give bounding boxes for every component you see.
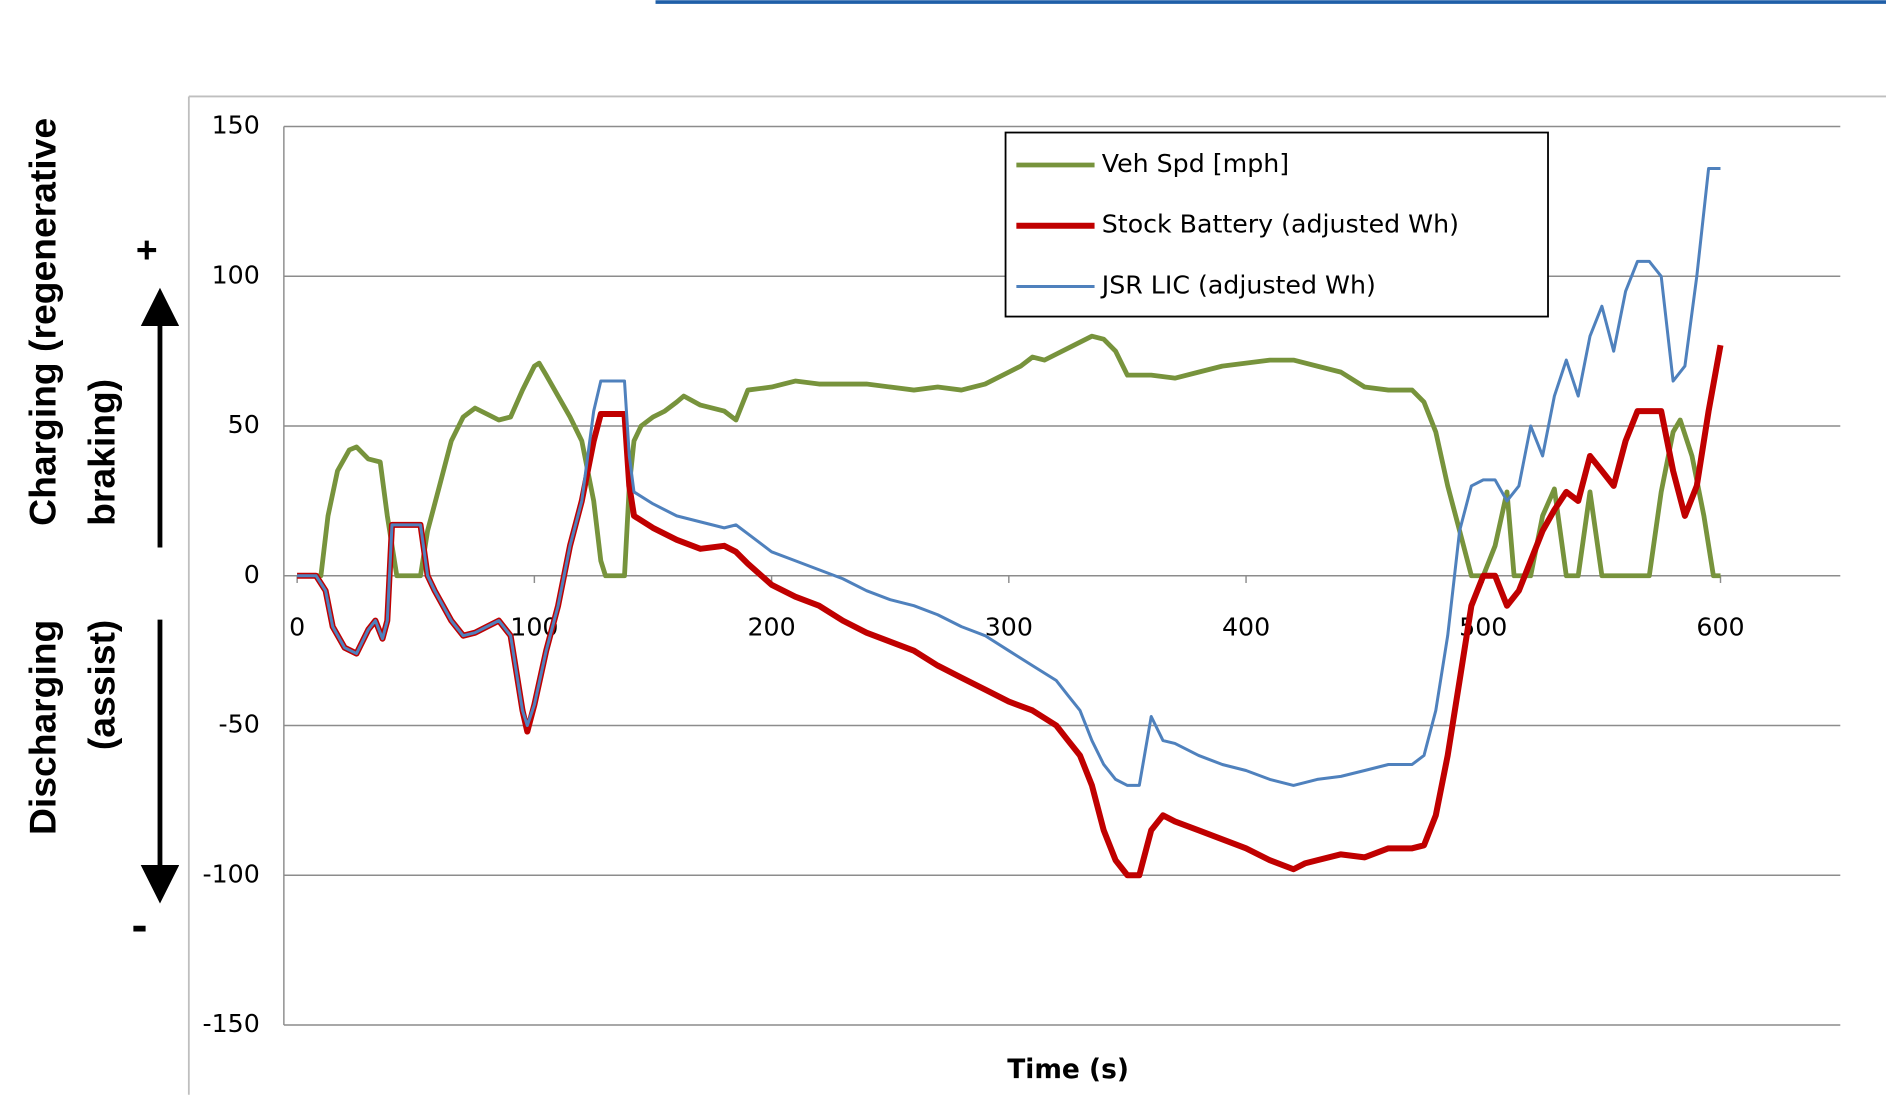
x-tick-label: 400 bbox=[1222, 613, 1270, 642]
y-tick-label: -150 bbox=[202, 1009, 259, 1038]
x-tick-label: 0 bbox=[289, 613, 305, 642]
y-tick-label: 100 bbox=[212, 260, 260, 289]
annotation: Discharging bbox=[21, 620, 63, 835]
legend-label: JSR LIC (adjusted Wh) bbox=[1100, 270, 1376, 299]
series-line bbox=[297, 166, 1721, 787]
legend-box bbox=[1004, 131, 1549, 318]
legend-label: Stock Battery (adjusted Wh) bbox=[1102, 210, 1459, 239]
annotation: Charging (regenerative bbox=[21, 118, 63, 526]
annotation: (assist) bbox=[80, 620, 122, 750]
x-tick-label: 200 bbox=[747, 613, 795, 642]
y-tick-label: 0 bbox=[244, 560, 260, 589]
y-tick-label: -50 bbox=[219, 710, 260, 739]
y-tick-label: 150 bbox=[212, 111, 260, 140]
series-line bbox=[297, 333, 1721, 579]
annotation: + bbox=[136, 228, 158, 270]
x-tick-label: 600 bbox=[1696, 613, 1744, 642]
x-axis-label: Time (s) bbox=[1007, 1054, 1129, 1085]
annotation: braking) bbox=[80, 379, 122, 526]
x-tick-label: 300 bbox=[985, 613, 1033, 642]
annotation: - bbox=[132, 898, 148, 952]
y-tick-label: -100 bbox=[202, 859, 259, 888]
legend-label: Veh Spd [mph] bbox=[1102, 149, 1289, 178]
series-line bbox=[297, 344, 1724, 879]
y-tick-label: 50 bbox=[228, 410, 260, 439]
